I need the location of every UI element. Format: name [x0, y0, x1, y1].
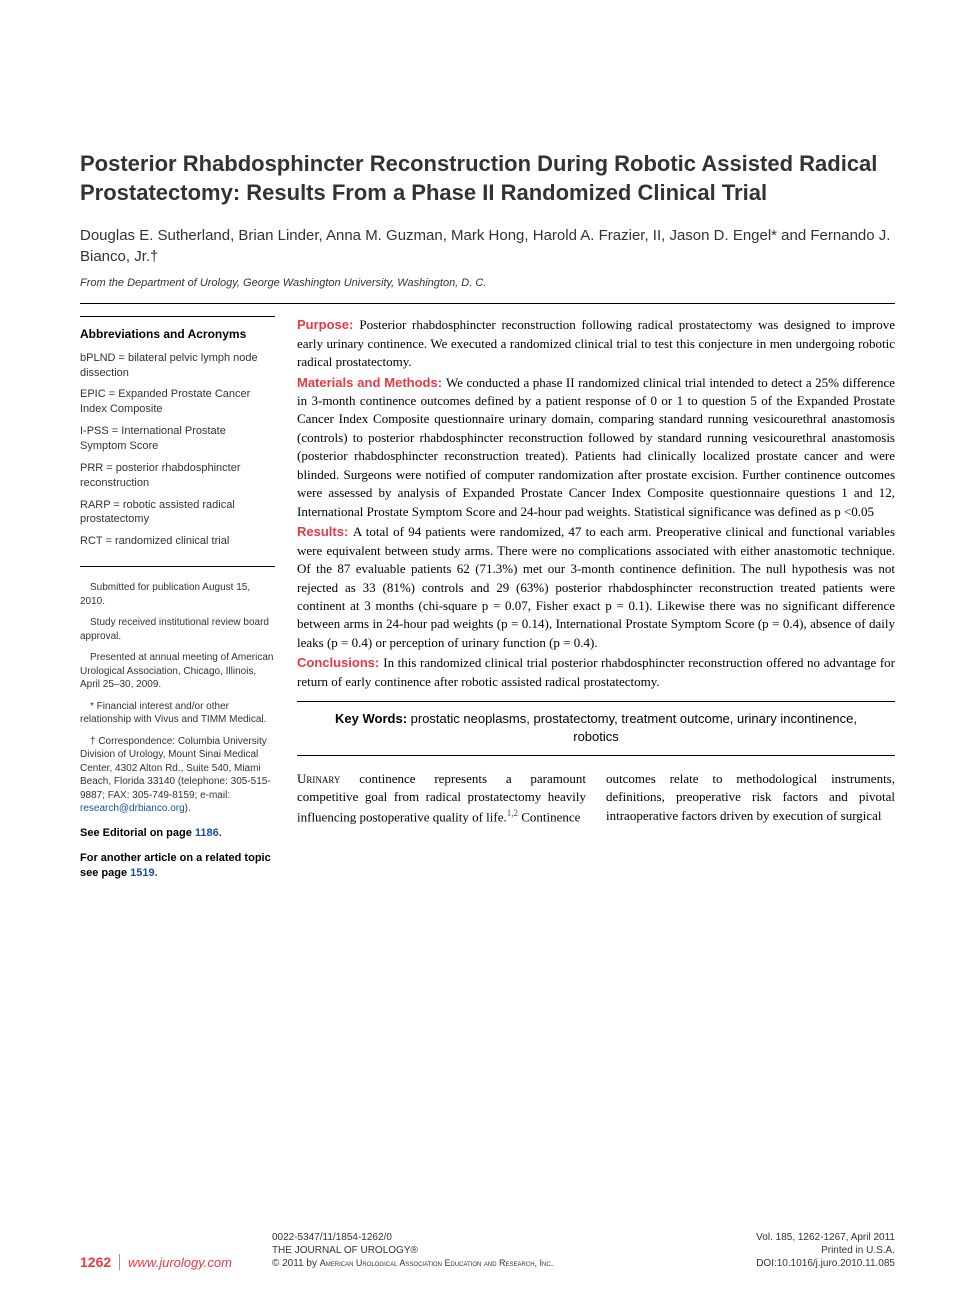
footer-copyright: © 2011 by American Urological Associatio… [272, 1257, 756, 1270]
abbrev-item: PRR = posterior rhabdosphincter reconstr… [80, 461, 275, 491]
page-number: 1262 [80, 1254, 111, 1270]
abbrev-item: EPIC = Expanded Prostate Cancer Index Co… [80, 387, 275, 417]
editorial-note: See Editorial on page 1186. [80, 826, 275, 841]
abstract-purpose: Purpose: Posterior rhabdosphincter recon… [297, 316, 895, 371]
main-column: Purpose: Posterior rhabdosphincter recon… [297, 316, 895, 886]
body-col1-end: Continence [518, 809, 580, 824]
abstract-methods: Materials and Methods: We conducted a ph… [297, 374, 895, 522]
methods-text: We conducted a phase II randomized clini… [297, 375, 895, 519]
purpose-label: Purpose: [297, 317, 359, 332]
copyright-org: American Urological Association Educatio… [320, 1258, 553, 1268]
sidebar-note: * Financial interest and/or other relati… [80, 700, 275, 727]
footer-right: Vol. 185, 1262-1267, April 2011 Printed … [756, 1231, 895, 1270]
sidebar-note: Presented at annual meeting of American … [80, 651, 275, 692]
related-page-link[interactable]: 1519. [130, 867, 158, 879]
content-row: Abbreviations and Acronyms bPLND = bilat… [80, 316, 895, 886]
related-label: For another article on a related topic s… [80, 852, 271, 879]
footer-journal-name: THE JOURNAL OF UROLOGY® [272, 1244, 756, 1257]
article-title: Posterior Rhabdosphincter Reconstruction… [80, 150, 895, 207]
body-column-2: outcomes relate to methodological instru… [606, 770, 895, 827]
footer-printed: Printed in U.S.A. [756, 1244, 895, 1257]
footer-issn: 0022-5347/11/1854-1262/0 [272, 1231, 756, 1244]
affiliation: From the Department of Urology, George W… [80, 277, 895, 289]
body-lead-word: Urinary [297, 771, 340, 786]
page-footer: 1262 www.jurology.com 0022-5347/11/1854-… [80, 1231, 895, 1270]
sidebar-note: Submitted for publication August 15, 201… [80, 581, 275, 608]
related-note: For another article on a related topic s… [80, 851, 275, 882]
sidebar-note: Study received institutional review boar… [80, 616, 275, 643]
authors-list: Douglas E. Sutherland, Brian Linder, Ann… [80, 225, 895, 267]
divider-keywords-bottom [297, 755, 895, 756]
abstract: Purpose: Posterior rhabdosphincter recon… [297, 316, 895, 691]
keywords-label: Key Words: [335, 711, 411, 726]
abbreviations-box: Abbreviations and Acronyms bPLND = bilat… [80, 316, 275, 567]
note-end: ). [185, 803, 191, 814]
purpose-text: Posterior rhabdosphincter reconstruction… [297, 317, 895, 369]
methods-label: Materials and Methods: [297, 375, 446, 390]
keywords-text: prostatic neoplasms, prostatectomy, trea… [411, 711, 857, 744]
footer-doi: DOI:10.1016/j.juro.2010.11.085 [756, 1257, 895, 1270]
abstract-conclusions: Conclusions: In this randomized clinical… [297, 654, 895, 691]
divider-keywords-top [297, 701, 895, 702]
results-label: Results: [297, 524, 353, 539]
copyright-prefix: © 2011 by [272, 1258, 320, 1269]
keywords: Key Words: prostatic neoplasms, prostate… [297, 710, 895, 746]
sidebar-note-correspondence: † Correspondence: Columbia University Di… [80, 735, 275, 816]
abbrev-item: RARP = robotic assisted radical prostate… [80, 498, 275, 528]
editorial-page-link[interactable]: 1186. [195, 827, 222, 839]
sidebar: Abbreviations and Acronyms bPLND = bilat… [80, 316, 275, 886]
divider-top [80, 303, 895, 304]
results-text: A total of 94 patients were randomized, … [297, 524, 895, 650]
abbrev-item: I-PSS = International Prostate Symptom S… [80, 424, 275, 454]
abbrev-item: RCT = randomized clinical trial [80, 534, 275, 549]
abbrev-item: bPLND = bilateral pelvic lymph node diss… [80, 351, 275, 381]
journal-website[interactable]: www.jurology.com [128, 1255, 232, 1270]
abbreviations-heading: Abbreviations and Acronyms [80, 327, 275, 343]
abstract-results: Results: A total of 94 patients were ran… [297, 523, 895, 652]
footer-divider [119, 1254, 120, 1270]
conclusions-label: Conclusions: [297, 655, 383, 670]
email-link[interactable]: research@drbianco.org [80, 803, 185, 814]
footer-left: 1262 www.jurology.com [80, 1254, 232, 1270]
body-column-1: Urinary continence represents a paramoun… [297, 770, 586, 827]
editorial-label: See Editorial on page [80, 827, 195, 839]
footer-volume: Vol. 185, 1262-1267, April 2011 [756, 1231, 895, 1244]
reference-superscript[interactable]: 1,2 [507, 808, 518, 818]
conclusions-text: In this randomized clinical trial poster… [297, 655, 895, 688]
correspondence-text: † Correspondence: Columbia University Di… [80, 736, 271, 801]
body-text: Urinary continence represents a paramoun… [297, 770, 895, 827]
footer-middle: 0022-5347/11/1854-1262/0 THE JOURNAL OF … [232, 1231, 756, 1270]
